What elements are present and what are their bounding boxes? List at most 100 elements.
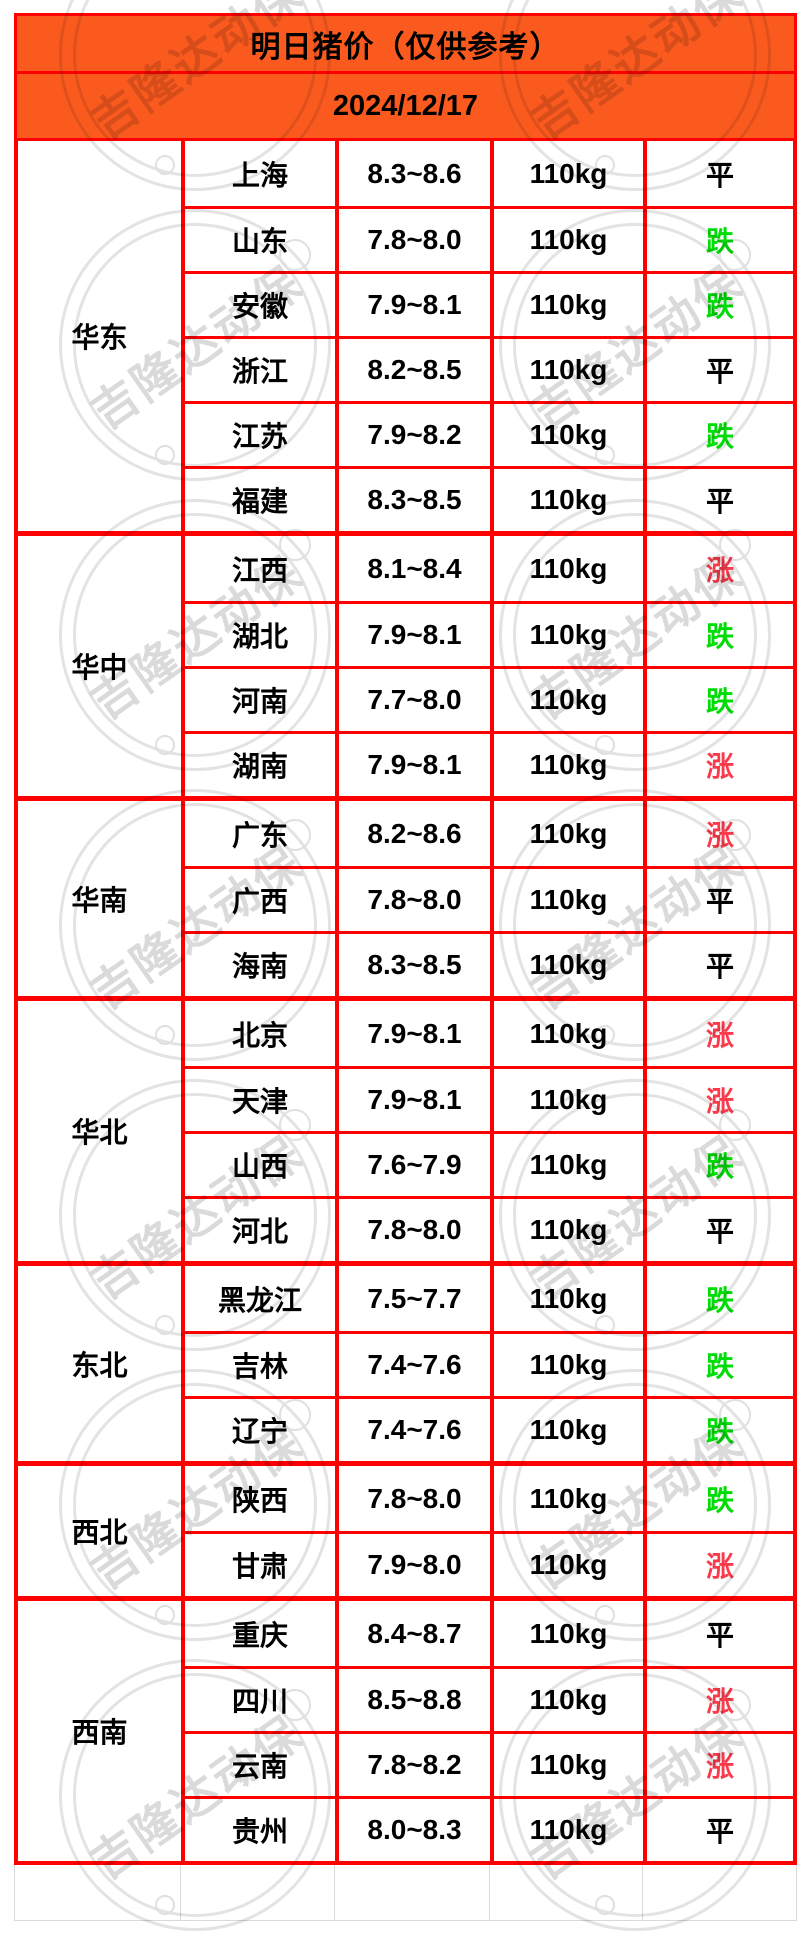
trend-cell: 平: [643, 339, 793, 401]
region-group-huadong: 华东 上海 8.3~8.6 110kg 平 山东 7.8~8.0 110kg 跌…: [18, 141, 793, 531]
province-cell: 广东: [231, 819, 288, 851]
trend-cell: 涨: [643, 1001, 793, 1066]
price-range-cell: 7.8~8.0: [335, 1466, 490, 1531]
trend-cell: 跌: [643, 1266, 793, 1331]
region-group-huanan: 华南 广东 8.2~8.6 110kg 涨 广西 7.8~8.0 110kg 平…: [18, 796, 793, 996]
weight-cell: 110kg: [490, 536, 643, 601]
province-cell: 江苏: [231, 421, 288, 452]
weight-cell: 110kg: [490, 469, 643, 531]
province-cell: 云南: [231, 1751, 288, 1782]
weight-cell: 110kg: [490, 209, 643, 271]
weight-cell: 110kg: [490, 1466, 643, 1531]
price-range-cell: 8.1~8.4: [335, 536, 490, 601]
price-range-cell: 7.8~8.2: [335, 1734, 490, 1796]
table-row: 北京 7.9~8.1 110kg 涨: [185, 1001, 793, 1066]
province-cell: 吉林: [231, 1351, 288, 1382]
trend-cell: 跌: [643, 404, 793, 466]
weight-cell: 110kg: [490, 1601, 643, 1666]
trend-cell: 跌: [643, 604, 793, 666]
price-range-cell: 7.9~8.1: [335, 734, 490, 796]
trend-cell: 平: [643, 869, 793, 931]
trend-cell: 涨: [643, 1534, 793, 1596]
trend-cell: 平: [643, 469, 793, 531]
province-cell: 贵州: [231, 1816, 288, 1847]
region-label: 华南: [18, 801, 185, 996]
weight-cell: 110kg: [490, 734, 643, 796]
price-sheet: 明日猪价（仅供参考） 2024/12/17 华东 上海 8.3~8.6 110k…: [14, 13, 797, 1921]
weight-cell: 110kg: [490, 1669, 643, 1731]
table-row: 安徽 7.9~8.1 110kg 跌: [185, 271, 793, 336]
header-block: 明日猪价（仅供参考） 2024/12/17: [14, 13, 797, 141]
price-range-cell: 8.3~8.5: [335, 934, 490, 996]
table-row: 辽宁 7.4~7.6 110kg 跌: [185, 1396, 793, 1461]
trend-cell: 平: [643, 1799, 793, 1861]
province-cell: 湖北: [231, 621, 288, 652]
province-cell: 北京: [231, 1019, 288, 1051]
empty-cell: [181, 1865, 335, 1920]
weight-cell: 110kg: [490, 339, 643, 401]
price-range-cell: 7.4~7.6: [335, 1334, 490, 1396]
pig-price-table: 华东 上海 8.3~8.6 110kg 平 山东 7.8~8.0 110kg 跌…: [14, 141, 797, 1865]
trend-cell: 平: [643, 934, 793, 996]
price-range-cell: 7.8~8.0: [335, 209, 490, 271]
province-cell: 重庆: [231, 1619, 288, 1651]
province-cell: 江西: [231, 554, 288, 586]
trend-cell: 涨: [643, 1069, 793, 1131]
price-range-cell: 7.8~8.0: [335, 1199, 490, 1261]
price-range-cell: 7.5~7.7: [335, 1266, 490, 1331]
trend-cell: 跌: [643, 1334, 793, 1396]
province-cell: 山西: [231, 1151, 288, 1182]
trend-cell: 涨: [643, 536, 793, 601]
table-row: 浙江 8.2~8.5 110kg 平: [185, 336, 793, 401]
weight-cell: 110kg: [490, 869, 643, 931]
province-cell: 天津: [231, 1086, 288, 1117]
weight-cell: 110kg: [490, 1399, 643, 1461]
weight-cell: 110kg: [490, 1534, 643, 1596]
weight-cell: 110kg: [490, 801, 643, 866]
table-row: 云南 7.8~8.2 110kg 涨: [185, 1731, 793, 1796]
price-range-cell: 8.2~8.6: [335, 801, 490, 866]
table-row: 吉林 7.4~7.6 110kg 跌: [185, 1331, 793, 1396]
region-label: 华北: [18, 1001, 185, 1261]
price-range-cell: 7.4~7.6: [335, 1399, 490, 1461]
price-range-cell: 7.9~8.0: [335, 1534, 490, 1596]
table-row: 福建 8.3~8.5 110kg 平: [185, 466, 793, 531]
trend-cell: 跌: [643, 1134, 793, 1196]
province-cell: 湖南: [231, 751, 288, 782]
weight-cell: 110kg: [490, 1069, 643, 1131]
empty-cell: [643, 1865, 796, 1920]
weight-cell: 110kg: [490, 934, 643, 996]
weight-cell: 110kg: [490, 274, 643, 336]
table-row: 黑龙江 7.5~7.7 110kg 跌: [185, 1266, 793, 1331]
table-row: 广东 8.2~8.6 110kg 涨: [185, 801, 793, 866]
price-range-cell: 8.3~8.6: [335, 141, 490, 206]
province-cell: 山东: [231, 226, 288, 257]
weight-cell: 110kg: [490, 1799, 643, 1861]
price-range-cell: 7.9~8.2: [335, 404, 490, 466]
region-group-xibei: 西北 陕西 7.8~8.0 110kg 跌 甘肃 7.9~8.0 110kg 涨: [18, 1461, 793, 1596]
table-row: 湖南 7.9~8.1 110kg 涨: [185, 731, 793, 796]
table-row: 广西 7.8~8.0 110kg 平: [185, 866, 793, 931]
price-range-cell: 7.8~8.0: [335, 869, 490, 931]
province-cell: 辽宁: [231, 1416, 288, 1447]
empty-cell: [335, 1865, 490, 1920]
weight-cell: 110kg: [490, 1001, 643, 1066]
empty-cell: [15, 1865, 181, 1920]
province-cell: 河南: [231, 686, 288, 717]
table-row: 江西 8.1~8.4 110kg 涨: [185, 536, 793, 601]
province-cell: 海南: [231, 951, 288, 982]
price-range-cell: 7.9~8.1: [335, 1001, 490, 1066]
trend-cell: 跌: [643, 1466, 793, 1531]
province-cell: 河北: [231, 1216, 288, 1247]
price-range-cell: 7.7~8.0: [335, 669, 490, 731]
province-cell: 广西: [231, 886, 288, 917]
region-label: 华中: [18, 536, 185, 796]
table-row: 河南 7.7~8.0 110kg 跌: [185, 666, 793, 731]
table-row: 山东 7.8~8.0 110kg 跌: [185, 206, 793, 271]
table-row: 天津 7.9~8.1 110kg 涨: [185, 1066, 793, 1131]
price-range-cell: 7.9~8.1: [335, 1069, 490, 1131]
trend-cell: 跌: [643, 274, 793, 336]
region-group-huazhong: 华中 江西 8.1~8.4 110kg 涨 湖北 7.9~8.1 110kg 跌…: [18, 531, 793, 796]
trend-cell: 跌: [643, 1399, 793, 1461]
weight-cell: 110kg: [490, 1334, 643, 1396]
